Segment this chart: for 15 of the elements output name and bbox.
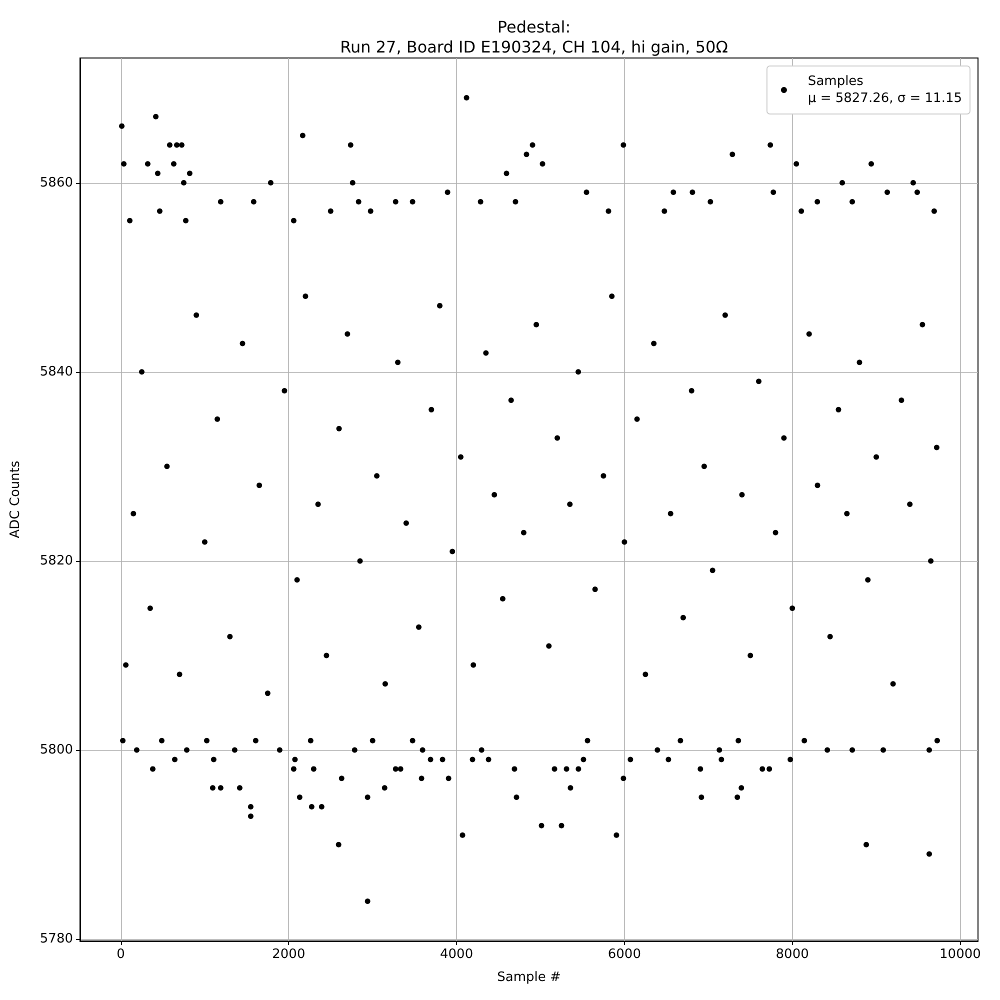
y-tick-label: 5820 bbox=[40, 553, 73, 568]
x-tick-label: 4000 bbox=[440, 947, 474, 962]
x-tick-label: 0 bbox=[116, 947, 125, 962]
x-tick-label: 2000 bbox=[272, 947, 306, 962]
chart-title: Pedestal: Run 27, Board ID E190324, CH 104, hi gain, 50Ω bbox=[340, 18, 728, 56]
x-tick-label: 6000 bbox=[608, 947, 641, 962]
y-axis-title: ADC Counts bbox=[8, 460, 23, 538]
y-tick-label: 5840 bbox=[40, 364, 73, 380]
x-axis-title: Sample # bbox=[497, 970, 561, 985]
y-tick-label: 5780 bbox=[40, 932, 73, 947]
y-tick-label: 5860 bbox=[40, 175, 73, 190]
x-tick-label: 8000 bbox=[776, 947, 809, 962]
x-tick-label: 10000 bbox=[940, 947, 981, 962]
y-tick-label: 5800 bbox=[40, 742, 73, 758]
legend-label: Samples μ = 5827.26, σ = 11.15 bbox=[808, 74, 962, 106]
